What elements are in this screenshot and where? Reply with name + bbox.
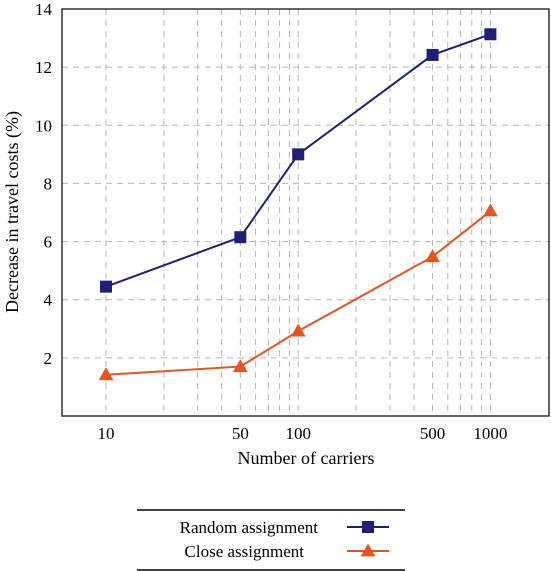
data-point [426,48,439,61]
series-line [105,33,491,288]
data-point [483,203,498,217]
legend-sample-close [347,543,389,557]
series-group [98,28,498,381]
x-tick-label: 10 [98,424,115,443]
y-tick-label: 12 [35,58,52,77]
data-point [292,148,305,161]
data-point [484,28,497,41]
data-point [100,280,112,293]
data-point [425,249,440,263]
series-random-assignment [100,28,497,293]
x-axis-ticks: 10 50 100 500 1000 [98,424,508,443]
y-tick-label: 14 [35,0,53,19]
x-tick-label: 500 [420,424,446,443]
y-tick-label: 6 [44,233,53,252]
data-point [232,359,248,372]
y-tick-label: 8 [44,174,53,193]
legend-sample-random [347,521,389,533]
data-point [290,323,306,337]
legend-marker [360,543,376,557]
legend-label-random: Random assignment [180,518,319,537]
y-tick-label: 10 [35,116,52,135]
x-axis-label: Number of carriers [238,448,375,468]
y-tick-label: 2 [44,349,53,368]
data-point [98,367,114,381]
x-tick-label: 1000 [473,424,507,443]
y-axis-ticks: 2 4 6 8 10 12 14 [35,0,53,368]
plot-frame [61,8,550,417]
legend: Random assignment Close assignment [137,509,405,571]
grid-lines [62,8,549,416]
data-point [234,231,247,244]
legend-label-close: Close assignment [185,542,305,561]
x-tick-label: 100 [285,424,311,443]
y-tick-label: 4 [44,291,53,310]
y-axis-label: Decrease in travel costs (%) [2,111,23,313]
series-close-assignment [98,203,498,381]
legend-marker [362,521,374,533]
x-tick-label: 50 [232,424,249,443]
